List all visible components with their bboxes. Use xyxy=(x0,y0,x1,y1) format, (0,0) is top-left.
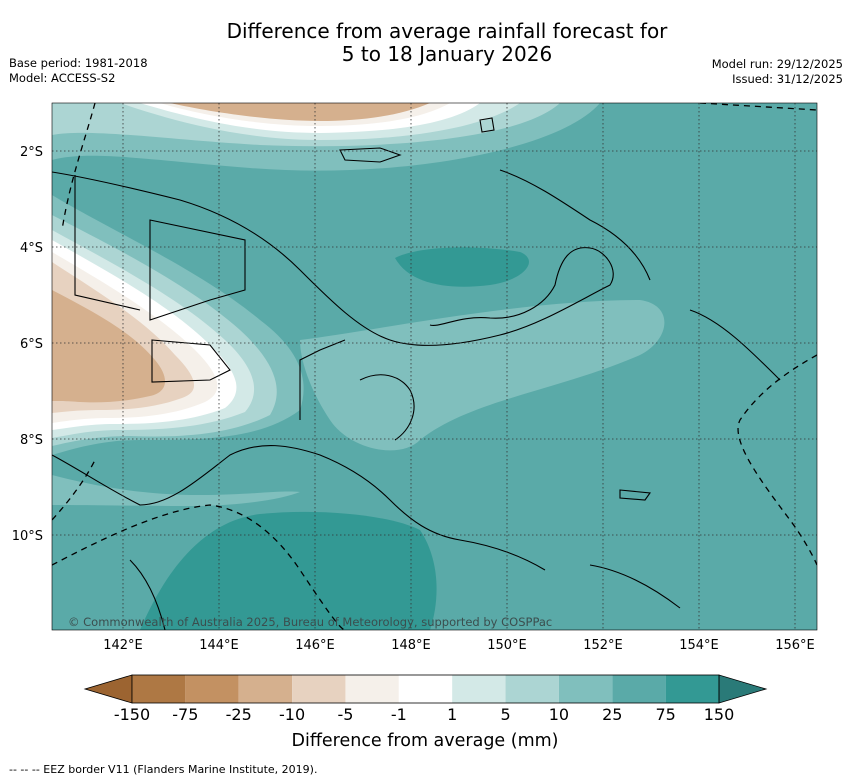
colorbar-tick-label: 5 xyxy=(500,705,510,724)
lon-tick-156e: 156°E xyxy=(775,638,815,653)
colorbar-tick-label: 10 xyxy=(549,705,569,724)
colorbar-segment xyxy=(665,675,719,703)
colorbar-tick-label: -1 xyxy=(391,705,407,724)
colorbar-tick-label: -25 xyxy=(226,705,252,724)
lon-tick-154e: 154°E xyxy=(679,638,719,653)
colorbar-segment xyxy=(612,675,666,703)
model-run-text: Model run: 29/12/2025 xyxy=(711,57,843,71)
colorbar-segment xyxy=(398,675,453,703)
colorbar-segment xyxy=(505,675,559,703)
meta-right: Model run: 29/12/2025 Issued: 31/12/2025 xyxy=(712,57,843,87)
lon-tick-144e: 144°E xyxy=(199,638,239,653)
colorbar-segment xyxy=(558,675,613,703)
colorbar-tick-label: -150 xyxy=(114,705,150,724)
colorbar-tick-label: -75 xyxy=(172,705,198,724)
colorbar-tick-label: 25 xyxy=(602,705,622,724)
land-outlines xyxy=(52,117,781,630)
colorbar-tick-label: -5 xyxy=(337,705,353,724)
title-line-2: 5 to 18 January 2026 xyxy=(341,42,553,66)
lat-tick-10s: 10°S xyxy=(12,529,43,544)
model-text: Model: ACCESS-S2 xyxy=(9,71,116,85)
colorbar-title: Difference from average (mm) xyxy=(291,731,559,751)
colorbar-extend-high xyxy=(718,674,768,704)
lon-tick-148e: 148°E xyxy=(391,638,431,653)
lat-ticks: 2°S 4°S 6°S 8°S 10°S xyxy=(12,145,43,544)
colorbar-segment xyxy=(185,675,239,703)
colorbar-segment xyxy=(292,675,346,703)
lon-tick-146e: 146°E xyxy=(295,638,335,653)
colorbar-tick-label: -10 xyxy=(279,705,305,724)
issued-text: Issued: 31/12/2025 xyxy=(732,72,843,86)
base-period-text: Base period: 1981-2018 xyxy=(9,56,148,70)
colorbar: -150 -75 -25 -10 -5 -1 1 5 10 25 75 150 xyxy=(83,674,768,724)
lat-tick-4s: 4°S xyxy=(20,241,43,256)
map-panel: © Commonwealth of Australia 2025, Bureau… xyxy=(52,103,817,630)
colorbar-tick-label: 1 xyxy=(447,705,457,724)
map-title: Difference from average rainfall forecas… xyxy=(0,20,850,66)
contour-north-neg10 xyxy=(170,103,430,121)
colorbar-segment xyxy=(345,675,399,703)
contour-central-10-25 xyxy=(300,300,665,451)
eez-borders xyxy=(52,103,817,630)
contour-south-10-25 xyxy=(52,475,300,506)
graticule xyxy=(52,103,817,630)
copyright-text: © Commonwealth of Australia 2025, Bureau… xyxy=(68,615,552,629)
colorbar-extend-low xyxy=(83,674,133,704)
colorbar-segment xyxy=(238,675,293,703)
colorbar-tick-label: 150 xyxy=(704,705,735,724)
contour-west-neg10 xyxy=(52,290,166,403)
eez-legend-text: -- -- -- EEZ border V11 (Flanders Marine… xyxy=(9,763,318,776)
lon-tick-142e: 142°E xyxy=(103,638,143,653)
lon-tick-152e: 152°E xyxy=(583,638,623,653)
colorbar-segment xyxy=(132,675,186,703)
title-line-1: Difference from average rainfall forecas… xyxy=(226,19,668,43)
lat-tick-8s: 8°S xyxy=(20,433,43,448)
meta-left: Base period: 1981-2018 Model: ACCESS-S2 xyxy=(9,56,148,86)
lat-tick-2s: 2°S xyxy=(20,145,43,160)
map-frame xyxy=(51,102,818,631)
contour-south-75 xyxy=(140,511,437,630)
lat-tick-6s: 6°S xyxy=(20,337,43,352)
lon-tick-150e: 150°E xyxy=(487,638,527,653)
colorbar-segment xyxy=(452,675,506,703)
contour-north-coast-75 xyxy=(395,247,529,287)
colorbar-tick-label: 75 xyxy=(655,705,675,724)
lon-ticks: 142°E 144°E 146°E 148°E 150°E 152°E 154°… xyxy=(103,638,815,653)
colorbar-frame xyxy=(131,674,720,704)
